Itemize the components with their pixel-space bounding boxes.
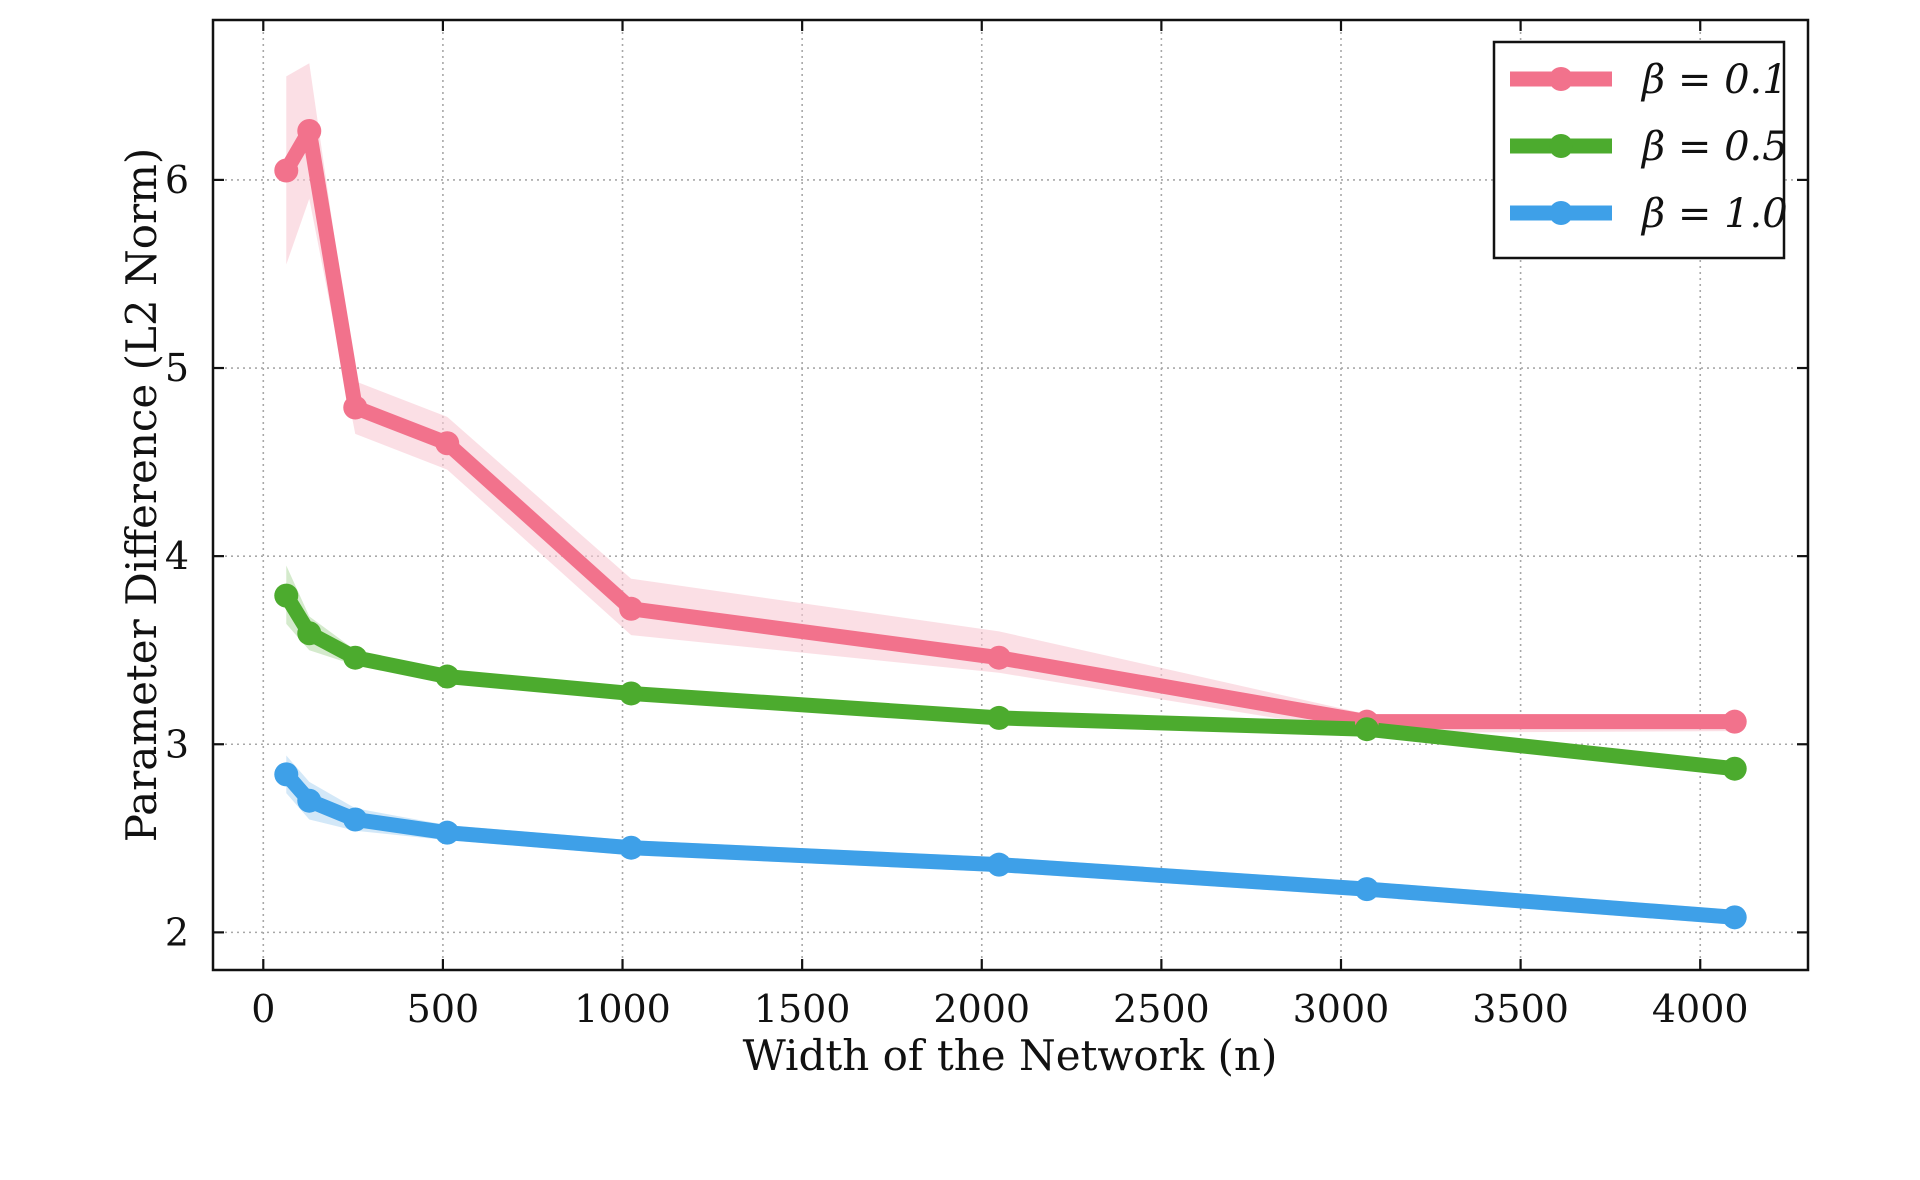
series-2-point <box>1354 717 1379 742</box>
series-1-point <box>619 596 644 621</box>
series-2-point <box>1722 756 1747 781</box>
series-2-point <box>619 681 644 706</box>
series-1-point <box>297 118 322 143</box>
x-tick-label: 500 <box>407 987 480 1031</box>
y-axis-label: Parameter Difference (L2 Norm) <box>117 148 166 843</box>
x-tick-label: 1000 <box>574 987 671 1031</box>
x-tick-label: 2500 <box>1113 987 1210 1031</box>
y-tick-label: 5 <box>165 346 189 390</box>
legend-swatch-marker <box>1549 67 1573 91</box>
y-tick-label: 2 <box>165 910 189 954</box>
x-tick-label: 3000 <box>1293 987 1390 1031</box>
series-2-point <box>297 621 322 646</box>
series-1-line <box>278 123 1743 730</box>
series-2-point <box>274 583 299 608</box>
gridlines <box>213 20 1808 970</box>
series-2-point <box>435 664 460 689</box>
x-axis-label: Width of the Network (n) <box>743 1031 1278 1080</box>
series-3-point <box>987 852 1012 877</box>
legend-label: β = 1.0 <box>1640 191 1788 237</box>
plot-frame <box>211 18 1810 972</box>
series-2-point <box>987 705 1012 730</box>
x-tick-label: 4000 <box>1652 987 1749 1031</box>
series-3-point <box>297 788 322 813</box>
legend-swatch-marker <box>1549 201 1573 225</box>
series-3-point <box>435 820 460 845</box>
series-3-point <box>1354 877 1379 902</box>
series-3-point <box>343 807 368 832</box>
y-tick-label: 3 <box>165 722 189 766</box>
y-tick-label: 4 <box>165 534 189 578</box>
x-tick-label: 3500 <box>1472 987 1569 1031</box>
axis-ticks <box>213 20 1808 970</box>
series-1-point <box>1722 709 1747 734</box>
series-2-point <box>343 645 368 670</box>
x-tick-label: 2000 <box>933 987 1030 1031</box>
legend-label: β = 0.5 <box>1640 124 1788 170</box>
series-3-point <box>1722 905 1747 930</box>
legend-entries: β = 0.1 β = 0.5 β = 1.0 <box>1510 57 1788 237</box>
series-1-point <box>274 158 299 183</box>
legend-swatch-marker <box>1549 134 1573 158</box>
series-3-point <box>274 762 299 787</box>
tick-labels: 0 500 1000 1500 2000 2500 3000 3500 4000 2 3 4 5 6 <box>165 158 1749 1031</box>
series-1-point <box>343 395 368 420</box>
series-3-point <box>619 835 644 860</box>
y-tick-label: 6 <box>165 158 189 202</box>
series-1-point <box>435 431 460 456</box>
series-1-point <box>987 645 1012 670</box>
x-tick-label: 0 <box>251 987 275 1031</box>
x-tick-label: 1500 <box>754 987 851 1031</box>
legend: β = 0.1 β = 0.5 β = 1.0 <box>1492 40 1788 260</box>
legend-label: β = 0.1 <box>1640 57 1788 103</box>
series-markers <box>274 118 1747 930</box>
